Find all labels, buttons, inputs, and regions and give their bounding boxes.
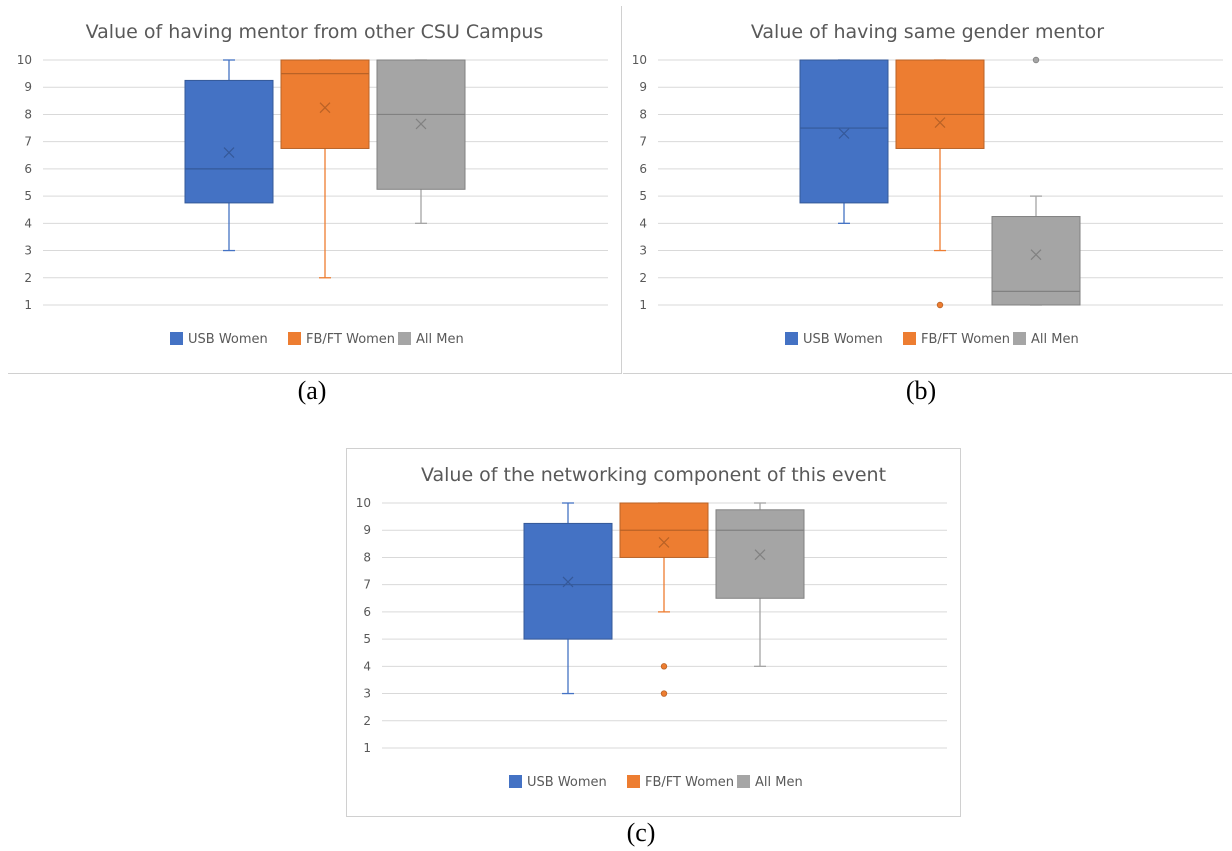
box [799, 59, 889, 204]
y-tick-label: 9 [639, 80, 647, 94]
y-tick-label: 8 [24, 107, 32, 121]
legend-label: All Men [416, 332, 464, 347]
y-tick-label: 9 [24, 80, 32, 94]
chart-title: Value of having mentor from other CSU Ca… [86, 21, 544, 43]
outlier-point [1032, 56, 1040, 64]
legend-swatch [170, 332, 183, 345]
legend-label: USB Women [527, 775, 607, 790]
outlier-point [660, 690, 668, 697]
y-tick-label: 8 [363, 550, 371, 564]
chart-panel-a: Value of having mentor from other CSU Ca… [8, 6, 622, 374]
y-tick-label: 4 [363, 659, 371, 673]
y-tick-label: 6 [24, 162, 32, 176]
legend-label: FB/FT Women [921, 332, 1010, 347]
legend-swatch [737, 775, 750, 788]
legend-label: FB/FT Women [645, 775, 734, 790]
y-tick-label: 3 [24, 244, 32, 258]
y-tick-label: 10 [17, 53, 32, 67]
legend-swatch [627, 775, 640, 788]
mean-marker [754, 549, 766, 561]
y-tick-label: 4 [639, 216, 647, 230]
mean-marker [562, 576, 574, 588]
y-tick-label: 2 [363, 714, 371, 728]
chart-panel-c: Value of the networking component of thi… [346, 448, 961, 817]
box [280, 59, 370, 149]
mean-marker [838, 128, 850, 139]
y-tick-label: 1 [24, 298, 32, 312]
y-tick-label: 5 [24, 189, 32, 203]
y-tick-label: 1 [639, 298, 647, 312]
chart-b-svg: Value of having same gender mentor 1 2 3 4 5 6… [632, 21, 1223, 347]
legend-swatch [509, 775, 522, 788]
outlier-point [936, 301, 944, 309]
y-tick-label: 3 [363, 687, 371, 701]
box [184, 79, 274, 204]
caption-a: (a) [297, 376, 327, 405]
box [523, 522, 613, 640]
y-tick-label: 10 [356, 496, 371, 510]
legend-label: All Men [755, 775, 803, 790]
y-tick-label: 6 [363, 605, 371, 619]
legend-label: USB Women [803, 332, 883, 347]
mean-marker [1030, 249, 1042, 261]
y-tick-label: 2 [24, 271, 32, 285]
caption-b: (b) [905, 376, 937, 405]
y-tick-label: 3 [639, 244, 647, 258]
y-tick-label: 5 [363, 632, 371, 646]
y-tick-label: 7 [639, 135, 647, 149]
y-tick-label: 8 [639, 107, 647, 121]
mean-marker [223, 147, 235, 158]
legend-label: FB/FT Women [306, 332, 395, 347]
legend-label: USB Women [188, 332, 268, 347]
legend-swatch [398, 332, 411, 345]
chart-c-svg: Value of the networking component of thi… [356, 464, 947, 790]
y-tick-label: 6 [639, 162, 647, 176]
outlier-point [660, 663, 668, 670]
legend-swatch [785, 332, 798, 345]
chart-title: Value of the networking component of thi… [421, 464, 886, 486]
mean-marker [319, 102, 331, 114]
y-tick-label: 4 [24, 216, 32, 230]
legend-label: All Men [1031, 332, 1079, 347]
chart-a-svg: Value of having mentor from other CSU Ca… [17, 21, 608, 347]
y-tick-label: 7 [363, 578, 371, 592]
box [991, 216, 1081, 306]
y-tick-label: 10 [632, 53, 647, 67]
chart-title: Value of having same gender mentor [751, 21, 1104, 43]
y-tick-label: 1 [363, 741, 371, 755]
box [895, 59, 985, 149]
mean-marker [658, 537, 670, 548]
y-tick-label: 9 [363, 523, 371, 537]
mean-marker [415, 118, 427, 130]
legend-swatch [1013, 332, 1026, 345]
chart-panel-b: Value of having same gender mentor 1 2 3 4 5 6… [623, 6, 1232, 374]
legend-swatch [288, 332, 301, 345]
mean-marker [934, 117, 946, 129]
legend-swatch [903, 332, 916, 345]
caption-c: (c) [626, 818, 656, 847]
y-tick-label: 2 [639, 271, 647, 285]
y-tick-label: 5 [639, 189, 647, 203]
y-tick-label: 7 [24, 135, 32, 149]
